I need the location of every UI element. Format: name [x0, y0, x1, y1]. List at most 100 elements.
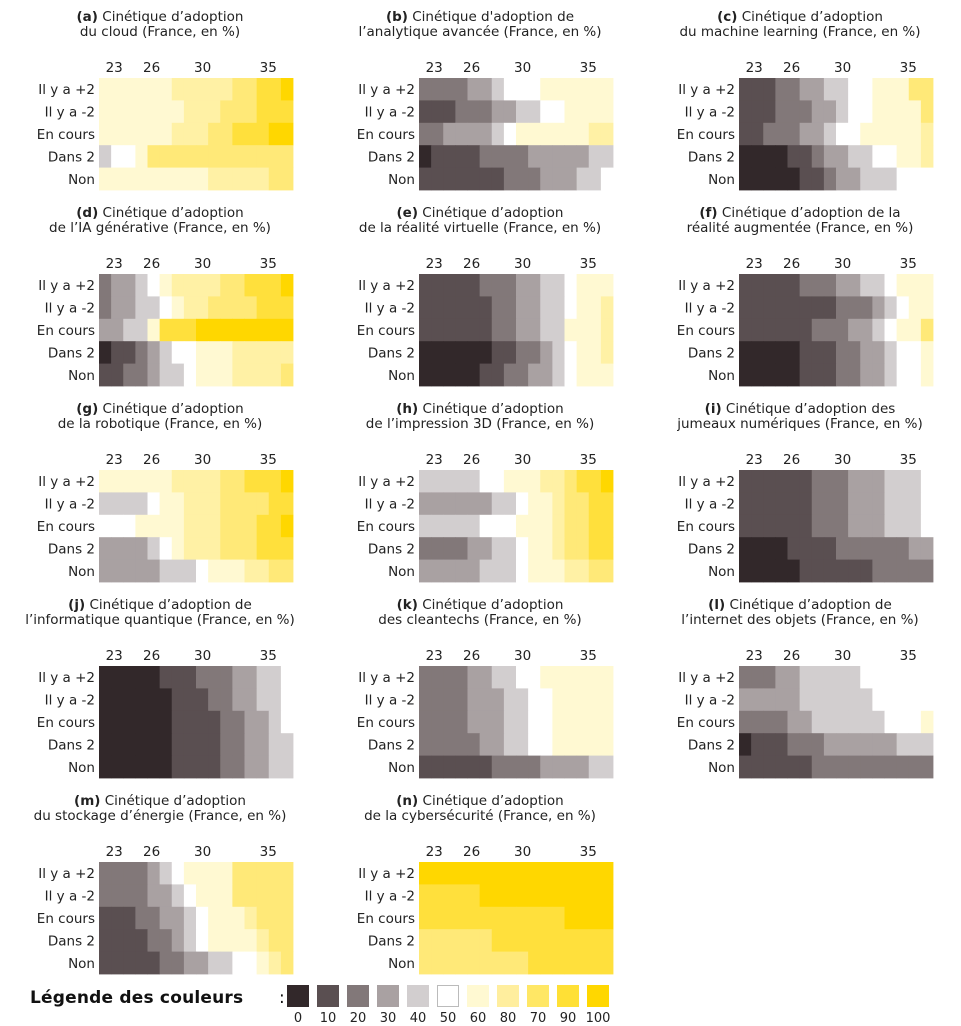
heatmap-cell: [872, 470, 885, 493]
heatmap-cell: [257, 515, 270, 538]
heatmap-cell: [160, 168, 173, 191]
x-tick-label: 30: [514, 60, 531, 76]
heatmap-cell: [468, 274, 481, 297]
heatmap-cell: [455, 78, 468, 101]
row-label: En cours: [37, 519, 95, 535]
heatmap-cell: [111, 756, 124, 779]
heatmap-cell: [800, 296, 813, 319]
heatmap-cell: [196, 492, 209, 515]
heatmap-cell: [751, 319, 764, 342]
heatmap-cell: [160, 884, 173, 907]
heatmap-cell: [184, 952, 197, 975]
heatmap-cell: [540, 274, 553, 297]
heatmap-cell: [196, 364, 209, 387]
heatmap-cell: [589, 929, 602, 952]
heatmap-cell: [921, 78, 934, 101]
heatmap-cell: [589, 862, 602, 885]
heatmap-cell: [123, 756, 136, 779]
heatmap-cell: [909, 492, 922, 515]
heatmap-cell: [208, 884, 221, 907]
heatmap-cell: [601, 492, 614, 515]
heatmap-cell: [184, 296, 197, 319]
heatmap-cell: [123, 907, 136, 930]
heatmap-cell: [812, 537, 825, 560]
row-label: Il y a -2: [685, 693, 735, 709]
heatmap-cell: [111, 666, 124, 689]
heatmap-cell: [468, 100, 481, 123]
heatmap-cell: [836, 666, 849, 689]
row-label: Non: [68, 368, 95, 384]
heatmap-cell: [812, 470, 825, 493]
heatmap-cell: [111, 145, 124, 168]
heatmap-cell: [824, 274, 837, 297]
heatmap-cell: [443, 100, 456, 123]
heatmap-cell: [824, 78, 837, 101]
row-label: Il y a -2: [365, 105, 415, 121]
heatmap-cell: [135, 123, 148, 146]
heatmap-cell: [123, 319, 136, 342]
heatmap-cell: [589, 78, 602, 101]
heatmap-cell: [897, 78, 910, 101]
heatmap-cell: [196, 560, 209, 583]
heatmap-svg: 23 26 30 35 Il y a +2 Il y a -2 En cours Dans 2…: [0, 784, 320, 980]
heatmap-cell: [540, 168, 553, 191]
heatmap-cell: [468, 123, 481, 146]
heatmap-cell: [788, 733, 801, 756]
heatmap-cell: [443, 515, 456, 538]
heatmap-cell: [800, 123, 813, 146]
heatmap-cell: [751, 123, 764, 146]
heatmap-cell: [872, 756, 885, 779]
row-label: Dans 2: [368, 149, 415, 165]
heatmap-cell: [872, 341, 885, 364]
heatmap-cell: [552, 515, 565, 538]
heatmap-cell: [245, 364, 258, 387]
heatmap-cell: [480, 364, 493, 387]
heatmap-cell: [160, 364, 173, 387]
legend-swatch: [347, 985, 369, 1007]
heatmap-cell: [160, 78, 173, 101]
heatmap-cell: [739, 296, 752, 319]
heatmap-cell: [552, 470, 565, 493]
x-tick-label: 35: [900, 648, 917, 664]
heatmap-cell: [269, 123, 282, 146]
heatmap-cell: [492, 907, 505, 930]
heatmap-cell: [184, 929, 197, 952]
heatmap-cell: [111, 470, 124, 493]
heatmap-cell: [148, 756, 161, 779]
legend-label: 40: [403, 1011, 433, 1026]
color-legend: Légende des couleurs : 0 10 20 30 40 50 60 80 70…: [30, 985, 650, 1025]
heatmap-cell: [552, 537, 565, 560]
heatmap-cell: [601, 756, 614, 779]
heatmap-panel: (h) Cinétique d’adoption de l’impression …: [320, 392, 640, 582]
heatmap-cell: [565, 711, 578, 734]
row-label: Dans 2: [48, 541, 95, 557]
row-label: Non: [68, 564, 95, 580]
legend-colon: :: [279, 988, 285, 1008]
heatmap-cell: [220, 100, 233, 123]
heatmap-cell: [885, 666, 898, 689]
heatmap-cell: [196, 688, 209, 711]
heatmap-cell: [172, 666, 185, 689]
heatmap-cell: [184, 364, 197, 387]
heatmap-cell: [480, 274, 493, 297]
heatmap-cell: [257, 711, 270, 734]
heatmap-cell: [540, 296, 553, 319]
heatmap-cell: [909, 364, 922, 387]
heatmap-cell: [172, 145, 185, 168]
heatmap-cell: [739, 560, 752, 583]
x-tick-label: 30: [834, 452, 851, 468]
heatmap-cell: [528, 756, 541, 779]
heatmap-cell: [751, 756, 764, 779]
heatmap-cell: [99, 296, 112, 319]
heatmap-cell: [763, 341, 776, 364]
heatmap-cell: [455, 952, 468, 975]
heatmap-cell: [208, 168, 221, 191]
heatmap-cell: [601, 274, 614, 297]
heatmap-cell: [552, 733, 565, 756]
heatmap-cell: [184, 515, 197, 538]
heatmap-cell: [589, 145, 602, 168]
heatmap-cell: [885, 560, 898, 583]
legend-label: 80: [493, 1011, 523, 1026]
heatmap-cell: [812, 364, 825, 387]
heatmap-cell: [800, 515, 813, 538]
